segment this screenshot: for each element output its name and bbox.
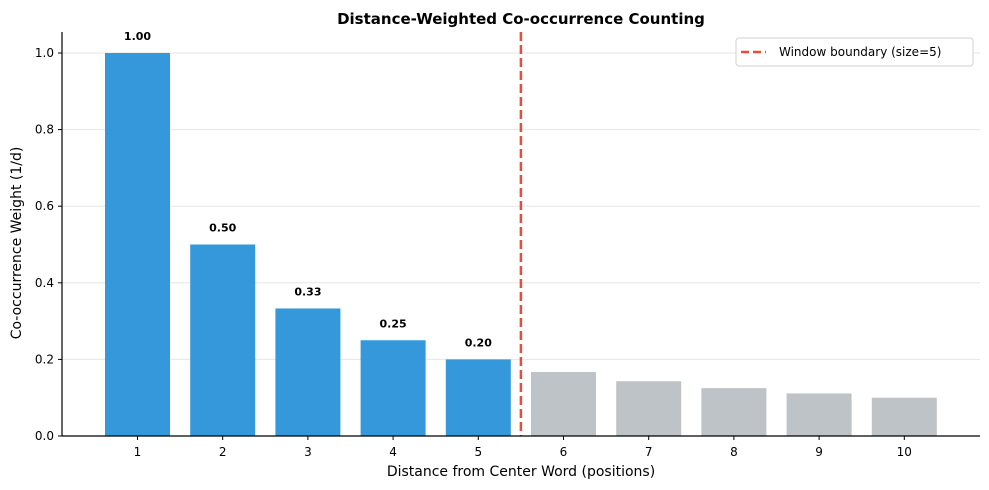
y-axis-label: Co-occurrence Weight (1/d) (9, 147, 25, 340)
bar-value-labels: 1.00 0.50 0.33 0.25 0.20 (124, 30, 492, 349)
y-tick-label: 0.2 (35, 352, 54, 366)
x-tick-label: 2 (219, 445, 227, 459)
y-tick-label: 0.0 (35, 429, 54, 443)
x-tick-label: 7 (645, 445, 653, 459)
x-axis-label: Distance from Center Word (positions) (387, 464, 655, 480)
axes (61, 32, 980, 437)
chart-title: Distance-Weighted Co-occurrence Counting (337, 10, 705, 28)
x-tick-label: 6 (560, 445, 568, 459)
bar-value-label: 0.20 (465, 336, 492, 349)
bar-distance-3 (275, 308, 341, 436)
bar-value-label: 0.33 (294, 285, 321, 298)
x-tick-label: 3 (304, 445, 312, 459)
legend-box (735, 37, 974, 67)
x-tick-label: 10 (897, 445, 912, 459)
bar-distance-2 (190, 244, 256, 436)
bar-distance-4 (360, 340, 426, 436)
legend: Window boundary (size=5) (735, 37, 974, 67)
bar-series (105, 53, 937, 436)
bar-value-label: 0.50 (209, 222, 236, 235)
bar-distance-8 (701, 388, 767, 436)
y-axis-ticks: 0.0 0.2 0.4 0.6 0.8 1.0 (35, 46, 62, 443)
bar-distance-10 (871, 397, 937, 436)
legend-entry-label: Window boundary (size=5) (779, 45, 941, 59)
y-tick-label: 0.6 (35, 199, 54, 213)
bar-distance-6 (531, 372, 596, 436)
bar-distance-7 (616, 381, 682, 436)
bar-distance-9 (786, 393, 852, 436)
bar-distance-5 (445, 359, 511, 436)
x-tick-label: 5 (474, 445, 482, 459)
bar-value-label: 1.00 (124, 30, 151, 43)
x-tick-label: 4 (389, 445, 397, 459)
y-tick-label: 0.8 (35, 123, 54, 137)
x-tick-label: 9 (815, 445, 823, 459)
y-tick-label: 0.4 (35, 276, 54, 290)
x-tick-label: 8 (730, 445, 738, 459)
bar-value-label: 0.25 (380, 317, 407, 330)
x-tick-label: 1 (134, 445, 142, 459)
x-axis-ticks: 1 2 3 4 5 6 7 8 9 10 (134, 436, 912, 459)
y-tick-label: 1.0 (35, 46, 54, 60)
bar-distance-1 (105, 53, 170, 436)
